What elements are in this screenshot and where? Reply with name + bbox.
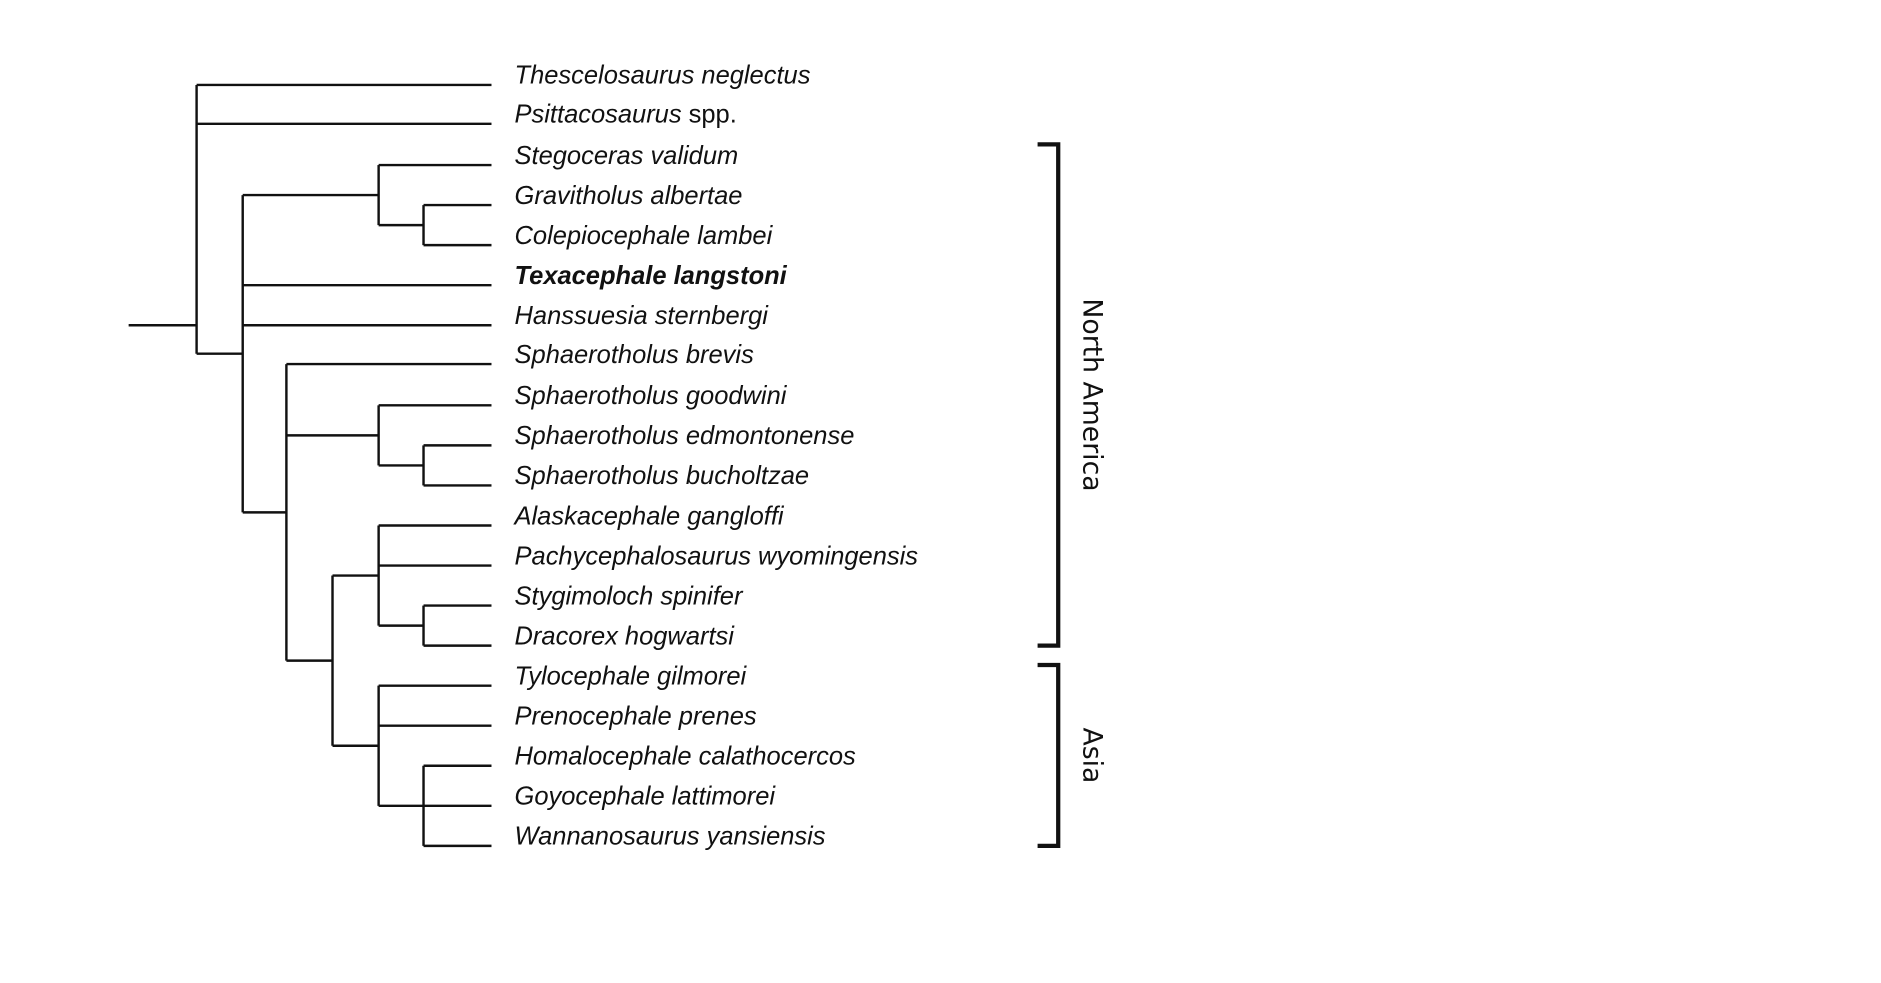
taxon-name: Dracorex hogwartsi: [515, 622, 736, 650]
taxon-name: Alaskacephale gangloffi: [513, 502, 785, 530]
taxon-name: Pachycephalosaurus wyomingensis: [515, 542, 919, 570]
taxon-name: Homalocephale calathocercos: [515, 743, 856, 771]
taxon-name: Goyocephale lattimorei: [515, 783, 777, 811]
region-brackets: North America Asia: [1037, 142, 1108, 848]
taxon-name: Sphaerotholus bucholtzae: [515, 462, 810, 490]
taxon-label: Gravitholus albertae: [515, 182, 743, 210]
taxon-name: Sphaerotholus goodwini: [515, 382, 788, 410]
taxon-name: Stegoceras validum: [515, 142, 739, 170]
taxon-labels: Thescelosaurus neglectus Psittacosaurus s…: [513, 62, 919, 851]
taxon-label: Homalocephale calathocercos: [515, 743, 856, 771]
taxon-label: Thescelosaurus neglectus: [515, 62, 811, 90]
taxon-label: Goyocephale lattimorei: [515, 783, 777, 811]
region-bracket: [1037, 142, 1061, 648]
taxon-label: Texacephale langstoni: [515, 262, 788, 290]
taxon-name: Hanssuesia sternbergi: [515, 302, 770, 330]
taxon-label: Wannanosaurus yansiensis: [515, 823, 826, 851]
taxon-label: Alaskacephale gangloffi: [513, 502, 785, 530]
taxon-label: Sphaerotholus goodwini: [515, 382, 788, 410]
tree-branches: [128, 83, 492, 848]
taxon-name: Texacephale langstoni: [515, 262, 788, 290]
taxon-name: Psittacosaurus: [515, 101, 682, 129]
taxon-label: Stegoceras validum: [515, 142, 739, 170]
taxon-name: Tylocephale gilmorei: [515, 662, 748, 690]
taxon-name: Prenocephale prenes: [515, 703, 757, 731]
taxon-label: Pachycephalosaurus wyomingensis: [515, 542, 919, 570]
region-bracket: [1037, 662, 1061, 848]
taxon-label: Stygimoloch spinifer: [515, 582, 744, 610]
region-label: Asia: [1077, 727, 1108, 783]
taxon-label: Sphaerotholus edmontonense: [515, 422, 855, 450]
taxon-name: Gravitholus albertae: [515, 182, 743, 210]
taxon-name: Thescelosaurus neglectus: [515, 62, 811, 90]
taxon-suffix: spp.: [682, 101, 737, 129]
taxon-name: Wannanosaurus yansiensis: [515, 823, 826, 851]
taxon-label: Sphaerotholus bucholtzae: [515, 462, 810, 490]
taxon-name: Sphaerotholus brevis: [515, 341, 755, 369]
taxon-label: Prenocephale prenes: [515, 703, 757, 731]
taxon-label: Sphaerotholus brevis: [515, 341, 755, 369]
taxon-name: Colepiocephale lambei: [515, 222, 774, 250]
taxon-label: Dracorex hogwartsi: [515, 622, 736, 650]
taxon-label: Hanssuesia sternbergi: [515, 302, 770, 330]
taxon-label: Tylocephale gilmorei: [515, 662, 748, 690]
taxon-label: Colepiocephale lambei: [515, 222, 774, 250]
taxon-name: Stygimoloch spinifer: [515, 582, 744, 610]
taxon-name: Sphaerotholus edmontonense: [515, 422, 855, 450]
region-label: North America: [1077, 298, 1108, 491]
taxon-label: Psittacosaurus spp.: [515, 101, 737, 129]
